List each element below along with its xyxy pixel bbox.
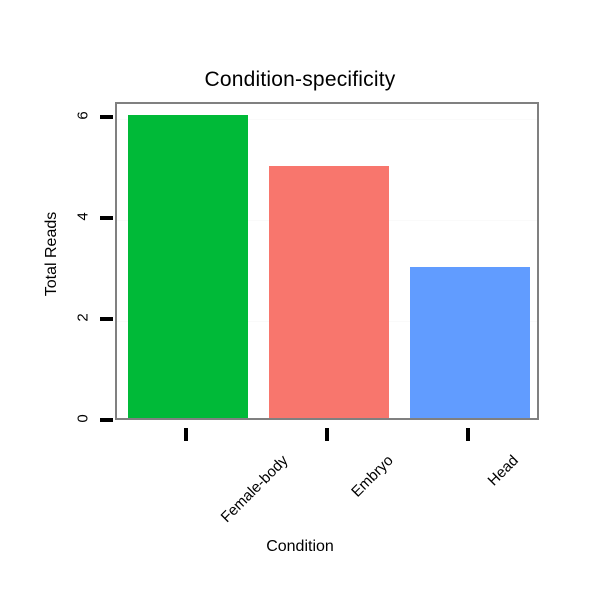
y-tick-mark (100, 216, 113, 221)
plot-panel (115, 102, 539, 420)
y-tick-mark (100, 418, 113, 422)
bar (127, 115, 248, 418)
x-tick-mark (325, 428, 329, 441)
y-axis-label: Total Reads (43, 211, 60, 297)
y-tick-mark (100, 317, 113, 322)
x-tick-label: Female-body (217, 452, 292, 526)
y-tick-label: 2 (74, 313, 92, 322)
x-tick-mark (466, 428, 471, 441)
y-tick-label: 4 (74, 212, 92, 221)
x-axis-label: Condition (266, 538, 334, 555)
y-tick-label: 6 (74, 111, 92, 120)
chart-title: Condition-specificity (204, 68, 396, 91)
gridline (117, 119, 537, 121)
x-tick-mark (183, 428, 188, 441)
y-tick-label: 0 (74, 414, 92, 423)
x-tick-label: Embryo (348, 452, 397, 501)
bar (410, 266, 531, 418)
bar (268, 165, 390, 418)
x-tick-label: Head (484, 452, 523, 490)
y-tick-mark (100, 115, 113, 120)
